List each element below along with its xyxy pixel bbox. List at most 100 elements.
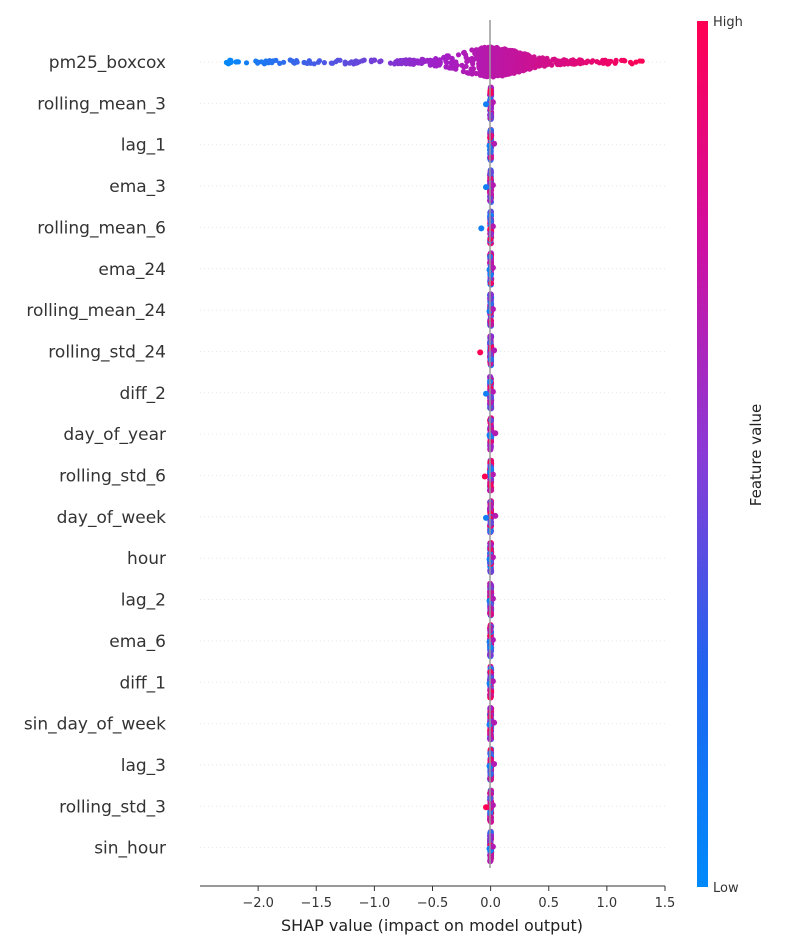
data-point <box>233 59 239 65</box>
data-point <box>505 66 511 72</box>
x-tick-label: 0.5 <box>538 896 559 911</box>
x-tick-label: −1.5 <box>300 896 332 911</box>
data-point <box>478 67 484 73</box>
data-point <box>348 59 354 65</box>
data-point <box>487 334 494 341</box>
feature-label: hour <box>127 549 166 569</box>
x-tick-label: −0.5 <box>417 896 449 911</box>
data-point <box>489 388 496 395</box>
data-point <box>590 58 596 64</box>
data-point <box>258 59 264 65</box>
colorbar-title: Feature value <box>747 404 765 506</box>
data-point <box>489 264 496 271</box>
feature-label: rolling_std_3 <box>59 797 166 817</box>
data-point <box>502 46 508 52</box>
data-point <box>488 321 495 328</box>
data-point <box>432 63 438 69</box>
feature-label: ema_24 <box>98 260 166 280</box>
data-point <box>491 59 497 65</box>
data-point <box>627 59 634 65</box>
data-point <box>453 59 459 65</box>
data-point <box>489 223 496 230</box>
data-point <box>329 60 336 66</box>
data-point <box>461 64 467 70</box>
data-point <box>491 64 497 70</box>
data-point <box>476 61 482 67</box>
data-point <box>477 349 484 356</box>
data-point <box>427 62 433 68</box>
data-point <box>531 54 537 60</box>
data-point <box>463 55 469 61</box>
data-point <box>372 57 378 63</box>
feature-label: lag_3 <box>121 756 166 776</box>
data-point <box>490 68 496 74</box>
data-point <box>489 182 496 189</box>
feature-label: rolling_std_6 <box>59 467 166 487</box>
data-point <box>443 64 449 70</box>
data-point <box>342 61 348 67</box>
colorbar-high-label: High <box>713 15 743 30</box>
data-point <box>488 814 494 821</box>
data-point <box>583 60 589 66</box>
data-point <box>404 60 410 66</box>
x-tick-label: −2.0 <box>242 896 274 911</box>
data-point <box>518 62 524 68</box>
data-point <box>489 678 496 685</box>
feature-points <box>223 44 645 80</box>
data-point <box>273 57 279 64</box>
data-point <box>483 514 489 521</box>
feature-points <box>477 333 498 369</box>
data-point <box>491 347 498 354</box>
data-point <box>428 58 434 64</box>
feature-points <box>486 746 498 783</box>
data-point <box>468 66 474 72</box>
feature-points <box>483 787 496 825</box>
data-point <box>461 49 467 56</box>
data-point <box>483 804 489 811</box>
data-point <box>483 184 489 191</box>
feature-label: rolling_std_24 <box>48 342 166 362</box>
feature-label: sin_hour <box>94 839 166 859</box>
feature-points <box>478 208 496 247</box>
data-point <box>487 568 494 574</box>
feature-points <box>486 580 496 619</box>
x-axis: −2.0 −1.5 −1.0 −0.5 0.0 0.5 1.0 1.5 <box>200 885 675 911</box>
feature-label: pm25_boxcox <box>49 53 166 73</box>
feature-points <box>486 828 496 865</box>
data-point <box>524 64 530 70</box>
data-point <box>488 280 494 287</box>
data-point <box>491 761 498 767</box>
data-point <box>488 487 495 494</box>
feature-label: lag_1 <box>121 136 166 156</box>
feature-label: rolling_mean_24 <box>26 301 166 321</box>
data-point <box>492 73 498 79</box>
data-point <box>633 59 639 65</box>
data-point <box>480 59 486 66</box>
data-point <box>487 541 494 548</box>
data-point <box>408 57 414 63</box>
data-point <box>482 71 488 78</box>
data-point <box>487 504 494 511</box>
feature-rows: pm25_boxcox rolling_mean_3 lag_1 ema_3rolli… <box>24 53 665 859</box>
feature-label: ema_6 <box>109 632 166 652</box>
feature-points <box>486 250 496 288</box>
data-point <box>491 719 498 726</box>
data-point <box>544 55 550 62</box>
data-point <box>498 47 504 53</box>
feature-points <box>486 291 496 329</box>
data-point <box>472 48 478 54</box>
data-point <box>522 60 528 66</box>
data-point <box>497 62 503 68</box>
data-point <box>573 61 579 67</box>
data-point <box>268 59 274 65</box>
data-point <box>509 48 515 54</box>
data-point <box>553 59 559 65</box>
data-point <box>337 57 343 63</box>
data-point <box>483 390 489 397</box>
data-point <box>513 69 520 75</box>
x-tick-label: −1.0 <box>359 896 391 911</box>
feature-label: sin_day_of_week <box>24 715 166 735</box>
data-point <box>294 59 300 65</box>
data-point <box>482 45 488 51</box>
